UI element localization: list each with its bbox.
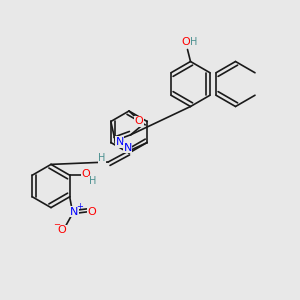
Text: O: O <box>81 169 90 179</box>
Text: O: O <box>88 207 97 217</box>
Text: +: + <box>76 202 83 211</box>
Text: H: H <box>190 37 198 47</box>
Text: O: O <box>57 225 66 236</box>
Text: N: N <box>70 207 78 217</box>
Text: O: O <box>182 37 190 47</box>
Text: O: O <box>134 116 143 126</box>
Text: N: N <box>124 143 132 153</box>
Text: H: H <box>88 176 96 186</box>
Text: −: − <box>53 220 60 229</box>
Text: H: H <box>98 153 106 164</box>
Text: N: N <box>116 137 124 147</box>
